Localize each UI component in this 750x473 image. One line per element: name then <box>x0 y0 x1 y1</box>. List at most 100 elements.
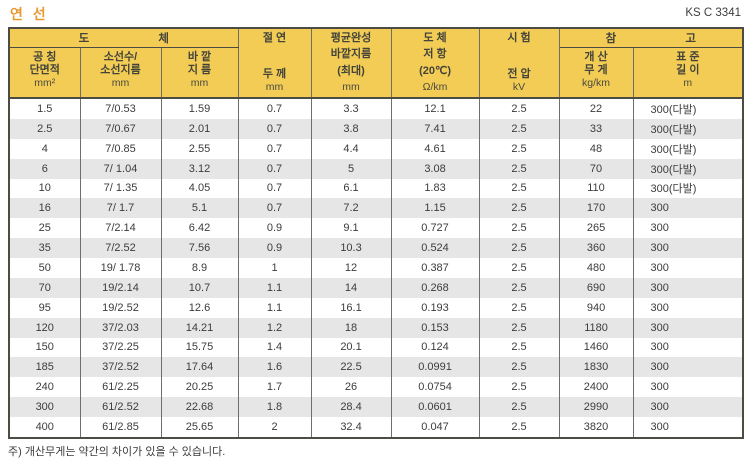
header-line: 공 칭 <box>33 51 57 64</box>
header-line: 시 험 <box>507 32 531 44</box>
table-cell: 300(다발) <box>632 138 744 159</box>
table-cell: 0.524 <box>390 238 480 258</box>
header-unit: m <box>683 77 693 90</box>
table-cell: 300 <box>632 277 744 298</box>
table-cell: 7/2.52 <box>79 238 162 258</box>
table-cell: 2.5 <box>478 317 560 338</box>
table-cell: 61/2.52 <box>79 397 162 417</box>
table-cell: 0.7 <box>237 178 312 199</box>
table-cell: 2.5 <box>478 118 560 139</box>
table-cell: 37/2.03 <box>79 317 162 338</box>
table-cell: 25.65 <box>160 417 239 438</box>
table-cell: 3.8 <box>310 118 392 139</box>
column-header-strand-count-diameter: 소선수/ 소선지름 mm <box>79 47 162 100</box>
header-unit: mm <box>190 77 209 90</box>
table-cell: 300 <box>8 397 81 417</box>
table-row: 25 7/2.14 6.42 0.9 9.1 0.727 2.5 265 300 <box>8 218 744 239</box>
table-cell: 1.4 <box>237 337 312 358</box>
table-cell: 2.5 <box>478 238 560 258</box>
table-cell: 300 <box>632 417 744 438</box>
column-header-finished-diameter: 평균완성 바깥지름 (최대) mm <box>310 28 392 99</box>
group-header-label: 도 체 <box>78 33 169 46</box>
table-cell: 22 <box>558 98 634 119</box>
table-cell: 0.9 <box>237 238 312 258</box>
table-cell: 940 <box>558 297 634 318</box>
table-cell: 4.4 <box>310 138 392 159</box>
table-cell: 70 <box>558 158 634 179</box>
table-cell: 7/0.85 <box>79 138 162 159</box>
table-cell: 0.0991 <box>390 357 480 378</box>
table-cell: 1.1 <box>237 297 312 318</box>
table-cell: 1.5 <box>8 98 81 119</box>
header-line: 개 산 <box>584 51 608 64</box>
table-cell: 70 <box>8 277 81 298</box>
table-cell: 16 <box>8 198 81 219</box>
table-row: 400 61/2.85 25.65 2 32.4 0.047 2.5 3820 300 <box>8 417 744 438</box>
table-cell: 300 <box>632 357 744 378</box>
header-line: 두 께 <box>262 68 287 80</box>
table-cell: 5 <box>310 158 392 179</box>
table-cell: 50 <box>8 258 81 278</box>
table-cell: 6.1 <box>310 178 392 199</box>
table-cell: 2.5 <box>478 218 560 239</box>
table-cell: 300 <box>632 198 744 219</box>
header-line: 단면적 <box>29 64 60 77</box>
table-cell: 9.1 <box>310 218 392 239</box>
table-cell: 3820 <box>558 417 634 438</box>
header-line: 길 이 <box>676 64 700 77</box>
table-cell: 300 <box>632 297 744 318</box>
table-cell: 5.1 <box>160 198 239 219</box>
page-title: 연 선 <box>10 6 49 22</box>
table-cell: 2.5 <box>478 277 560 298</box>
table-row: 16 7/ 1.7 5.1 0.7 7.2 1.15 2.5 170 300 <box>8 198 744 219</box>
table-row: 35 7/2.52 7.56 0.9 10.3 0.524 2.5 360 300 <box>8 238 744 258</box>
header-unit: mm <box>111 77 130 90</box>
header-unit: mm <box>265 81 284 93</box>
table-cell: 150 <box>8 337 81 358</box>
table-cell: 8.9 <box>160 258 239 278</box>
table-cell: 19/ 1.78 <box>79 258 162 278</box>
table-row: 150 37/2.25 15.75 1.4 20.1 0.124 2.5 1460 300 <box>8 337 744 358</box>
table-row: 70 19/2.14 10.7 1.1 14 0.268 2.5 690 300 <box>8 277 744 298</box>
table-row: 10 7/ 1.35 4.05 0.7 6.1 1.83 2.5 110 300(다발) <box>8 178 744 199</box>
header-line: 지 름 <box>187 64 212 77</box>
column-header-test-voltage: 시 험 전 압 kV <box>478 28 560 99</box>
table-cell: 2.5 <box>478 357 560 378</box>
table-cell: 2.5 <box>478 377 560 398</box>
table-cell: 2400 <box>558 377 634 398</box>
table-cell: 17.64 <box>160 357 239 378</box>
table-cell: 300 <box>632 317 744 338</box>
table-cell: 300(다발) <box>632 178 744 199</box>
table-cell: 1.83 <box>390 178 480 199</box>
header-unit: Ω/km <box>422 80 448 93</box>
table-cell: 12.1 <box>390 98 480 119</box>
table-cell: 20.25 <box>160 377 239 398</box>
column-header-nominal-area: 공 칭 단면적 mm² <box>8 47 81 100</box>
table-cell: 1.1 <box>237 277 312 298</box>
table-cell: 10.3 <box>310 238 392 258</box>
header-unit: mm <box>342 80 360 93</box>
table-cell: 0.0754 <box>390 377 480 398</box>
table-row: 2.5 7/0.67 2.01 0.7 3.8 7.41 2.5 33 300(다발) <box>8 118 744 139</box>
table-cell: 4 <box>8 138 81 159</box>
table-cell: 0.0601 <box>390 397 480 417</box>
table-cell: 16.1 <box>310 297 392 318</box>
table-cell: 2.5 <box>478 98 560 119</box>
header-line: (20℃) <box>419 64 451 77</box>
column-header-insulation-thickness: 절 연 두 께 mm <box>237 28 312 99</box>
table-cell: 19/2.52 <box>79 297 162 318</box>
table-cell: 2.5 <box>478 337 560 358</box>
header-line: 소선지름 <box>100 64 141 77</box>
table-cell: 7/ 1.7 <box>79 198 162 219</box>
header-line: 절 연 <box>262 32 287 44</box>
table-cell: 120 <box>8 317 81 338</box>
table-cell: 20.1 <box>310 337 392 358</box>
table-cell: 2.5 <box>478 397 560 417</box>
table-cell: 240 <box>8 377 81 398</box>
table-cell: 170 <box>558 198 634 219</box>
table-row: 6 7/ 1.04 3.12 0.7 5 3.08 2.5 70 300(다발) <box>8 158 744 179</box>
table-cell: 400 <box>8 417 81 438</box>
table-cell: 2.5 <box>478 198 560 219</box>
header-line: 저 항 <box>423 48 447 61</box>
table-cell: 0.193 <box>390 297 480 318</box>
